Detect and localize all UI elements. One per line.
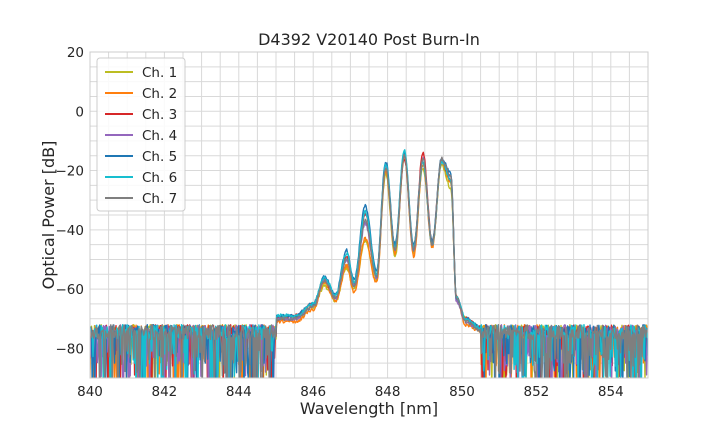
x-tick-label: 848 bbox=[375, 384, 401, 400]
chart-title: D4392 V20140 Post Burn-In bbox=[258, 30, 480, 49]
y-tick-label: 20 bbox=[67, 45, 84, 61]
y-axis-label: Optical Power [dB] bbox=[39, 141, 58, 290]
x-tick-label: 854 bbox=[598, 384, 624, 400]
series-line-7 bbox=[90, 153, 648, 378]
legend-label: Ch. 6 bbox=[142, 170, 177, 186]
legend-label: Ch. 2 bbox=[142, 86, 177, 102]
x-tick-label: 852 bbox=[524, 384, 550, 400]
legend-box bbox=[96, 57, 186, 212]
legend-label: Ch. 3 bbox=[142, 107, 177, 123]
plot-frame bbox=[89, 51, 649, 379]
y-tick-label: −80 bbox=[56, 341, 85, 357]
y-tick-label: 0 bbox=[75, 104, 84, 120]
y-tick-label: −20 bbox=[56, 164, 85, 180]
legend: Ch. 1 Ch. 2 Ch. 3 Ch. 4 Ch. 5 Ch. 6 Ch. 7 bbox=[96, 57, 186, 212]
legend-label: Ch. 5 bbox=[142, 149, 177, 165]
tick-labels: 840 842 844 846 848 850 852 854 −80 −60 −40 −20 0 20 bbox=[56, 45, 624, 400]
y-tick-label: −60 bbox=[56, 282, 85, 298]
x-tick-label: 844 bbox=[226, 384, 252, 400]
x-tick-label: 840 bbox=[77, 384, 103, 400]
x-tick-label: 850 bbox=[449, 384, 475, 400]
series-layer bbox=[90, 149, 648, 378]
series-line-6 bbox=[90, 149, 648, 378]
legend-label: Ch. 4 bbox=[142, 128, 177, 144]
x-axis-label: Wavelength [nm] bbox=[300, 399, 438, 418]
legend-label: Ch. 1 bbox=[142, 65, 177, 81]
x-tick-label: 846 bbox=[300, 384, 326, 400]
x-tick-label: 842 bbox=[152, 384, 178, 400]
legend-label: Ch. 7 bbox=[142, 191, 177, 207]
y-tick-label: −40 bbox=[56, 223, 85, 239]
